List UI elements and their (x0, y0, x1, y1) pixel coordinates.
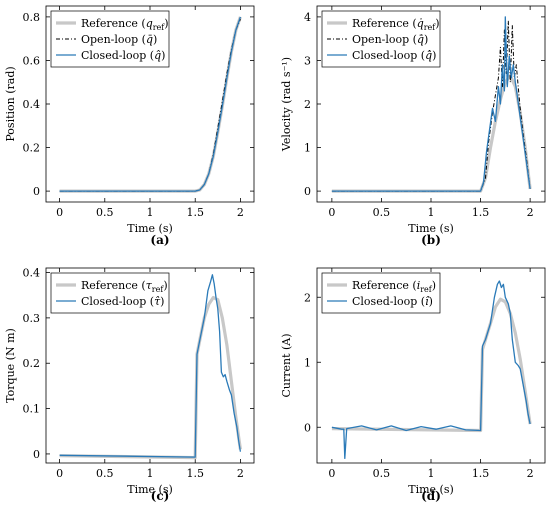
y-tick-label: 0 (33, 185, 40, 198)
x-tick-label: 0 (56, 467, 63, 480)
y-tick-label: 0.6 (23, 54, 41, 67)
series-line-reference (59, 295, 242, 460)
x-tick-label: 0 (56, 206, 63, 219)
y-tick-label: 0.3 (23, 312, 41, 325)
legend-box (50, 10, 170, 68)
series-line-solid (59, 274, 242, 458)
legend-box (321, 10, 441, 68)
x-axis-label: Time (s) (127, 483, 173, 496)
y-tick-label: 0.2 (23, 142, 41, 155)
y-tick-label: 0.8 (23, 11, 41, 24)
x-tick-label: 1 (147, 206, 154, 219)
panel-caption: (a) (150, 233, 169, 247)
x-tick-label: 0 (328, 467, 335, 480)
chart-panel-b: 0 0.5 1 1.5 2 0 1 2 3 4 Time (s) Velocity (rad s⁻¹)… (280, 5, 546, 247)
legend-entry: Reference (iref) (352, 279, 436, 294)
x-tick-label: 0.5 (96, 467, 114, 480)
legend-entry: Reference (q̇ref) (352, 17, 440, 32)
x-tick-label: 2 (237, 467, 244, 480)
chart-panel-c: 0 0.5 1 1.5 2 0 0.1 0.2 0.3 0.4 Time (s) Torque (N … (4, 267, 255, 503)
x-axis-label: Time (s) (408, 483, 454, 496)
x-tick-label: 1.5 (472, 206, 490, 219)
y-tick-label: 0.1 (23, 403, 41, 416)
y-tick-label: 1 (304, 142, 311, 155)
y-tick-label: 0 (304, 185, 311, 198)
y-tick-label: 2 (304, 98, 311, 111)
y-axis-label: Velocity (rad s⁻¹) (280, 57, 293, 152)
legend-box (321, 272, 441, 314)
y-axis-label: Torque (N m) (4, 328, 17, 403)
x-tick-label: 1 (428, 467, 435, 480)
x-axis-label: Time (s) (127, 222, 173, 235)
legend-entry: Open-loop (q̄) (81, 33, 157, 46)
y-tick-label: 0.4 (23, 98, 41, 111)
y-tick-label: 0.4 (23, 267, 41, 280)
panel-caption: (b) (421, 233, 441, 247)
x-axis-label: Time (s) (408, 222, 454, 235)
y-tick-label: 1 (304, 356, 311, 369)
series-line-reference (331, 297, 532, 433)
y-tick-label: 3 (304, 54, 311, 67)
chart-panel-d: 0 0.5 1 1.5 2 0 1 2 Time (s) Current (A) Reference… (280, 267, 546, 503)
x-tick-label: 1 (428, 206, 435, 219)
y-tick-label: 4 (304, 11, 311, 24)
legend-entry: Closed-loop (τ̂) (81, 295, 164, 308)
y-tick-label: 0 (33, 448, 40, 461)
y-axis-label: Current (A) (280, 333, 293, 397)
x-tick-label: 0 (328, 206, 335, 219)
x-tick-label: 2 (527, 467, 534, 480)
x-tick-label: 0.5 (373, 467, 391, 480)
x-tick-label: 1.5 (186, 206, 204, 219)
y-tick-label: 2 (304, 291, 311, 304)
legend-entry: Closed-loop (q̂̇) (352, 49, 436, 62)
series-line-solid (331, 280, 531, 460)
x-tick-label: 0.5 (96, 206, 114, 219)
x-tick-label: 1.5 (186, 467, 204, 480)
x-tick-label: 1.5 (472, 467, 490, 480)
x-tick-label: 0.5 (373, 206, 391, 219)
y-tick-label: 0.2 (23, 357, 41, 370)
legend-entry: Reference (τref) (81, 279, 168, 294)
series-line-solid (331, 16, 531, 192)
legend-entry: Closed-loop (q̂) (81, 49, 165, 62)
x-tick-label: 2 (237, 206, 244, 219)
x-tick-label: 1 (147, 467, 154, 480)
y-tick-label: 0 (304, 421, 311, 434)
legend-box (50, 272, 170, 314)
x-tick-label: 2 (527, 206, 534, 219)
legend-entry: Closed-loop (î) (352, 295, 433, 308)
panel-caption: (c) (151, 489, 170, 503)
legend-entry: Open-loop (q̄̇) (352, 33, 428, 46)
chart-panel-a: 0 0.5 1 1.5 2 0 0.2 0.4 0.6 0.8 Time (s) Position (… (4, 5, 255, 247)
y-axis-label: Position (rad) (4, 66, 17, 141)
legend-entry: Reference (qref) (81, 17, 169, 32)
series-line-solid (59, 16, 242, 192)
panel-caption: (d) (421, 489, 441, 503)
